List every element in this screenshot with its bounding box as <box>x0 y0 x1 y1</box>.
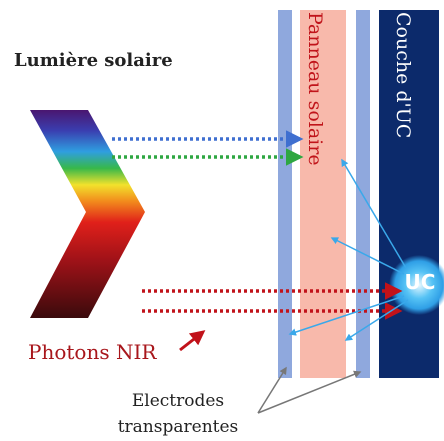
front-electrode <box>278 10 292 378</box>
transparent-electrodes-label: Electrodes transparentes <box>108 388 248 440</box>
uc-layer-label: Couche d'UC <box>392 12 414 139</box>
sunlight-spectrum-chevron <box>30 110 145 318</box>
sunlight-label: Lumière solaire <box>14 50 173 71</box>
uc-emission-arrows <box>288 158 409 341</box>
solar-panel-layer <box>300 10 346 378</box>
uc-glow <box>389 255 444 315</box>
nir-pointer-arrow <box>179 330 206 352</box>
electrodes-label-line-1: Electrodes <box>131 391 225 411</box>
nir-photons-label: Photons NIR <box>28 340 157 364</box>
electrode-pointers <box>257 366 362 414</box>
electrodes-label-line-2: transparentes <box>117 417 239 437</box>
solar-panel-label: Panneau solaire <box>304 12 326 166</box>
uc-label: UC <box>404 270 436 294</box>
